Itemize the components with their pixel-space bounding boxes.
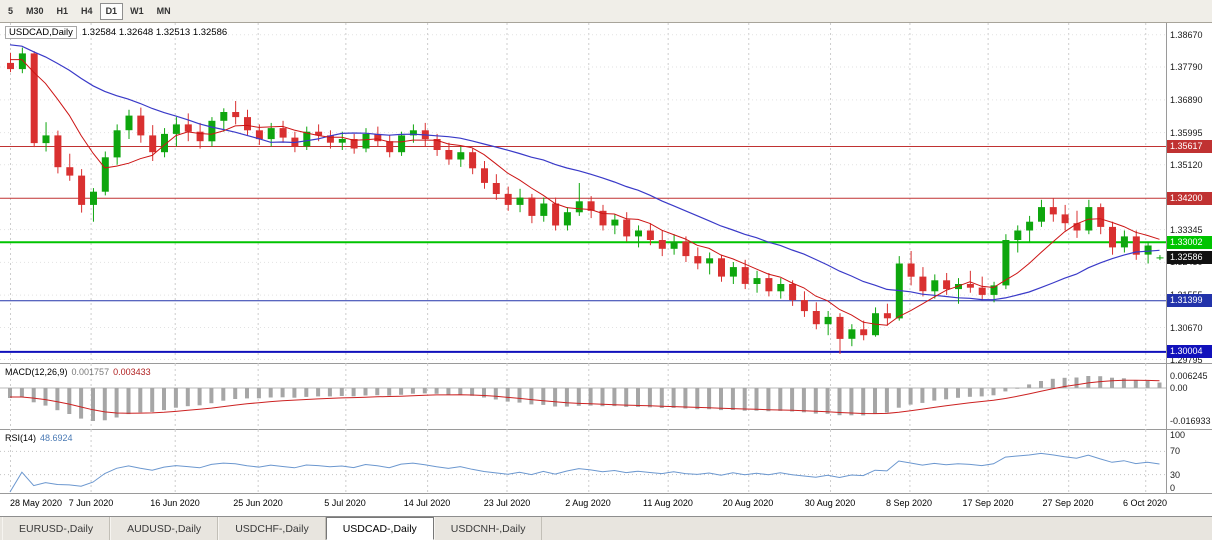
price-axis-label: 1.38670 — [1170, 30, 1203, 40]
timeframe-button-w1[interactable]: W1 — [130, 5, 144, 16]
price-level-badge: 1.35617 — [1167, 140, 1212, 153]
date-axis-label: 5 Jul 2020 — [324, 498, 366, 508]
date-axis-label: 7 Jun 2020 — [68, 498, 114, 508]
rsi-axis-label: 30 — [1170, 470, 1181, 480]
time-axis[interactable]: 28 May 2020 7 Jun 2020 16 Jun 2020 25 Jun 2… — [0, 494, 1212, 516]
price-axis-label: 1.30670 — [1170, 323, 1203, 333]
rsi-label: RSI(14) — [5, 433, 37, 443]
macd-label-row: MACD(12,26,9) 0.001757 0.003433 — [5, 367, 151, 377]
horizontal-level-lines[interactable] — [0, 146, 1166, 353]
date-axis-label: 11 Aug 2020 — [643, 498, 693, 508]
timeframe-button-5[interactable]: 5 — [8, 5, 14, 16]
price-axis-label: 1.35995 — [1170, 128, 1203, 138]
macd-signal-line — [10, 379, 1160, 415]
rsi-chart[interactable] — [0, 430, 1166, 494]
date-axis-label: 20 Aug 2020 — [722, 498, 774, 508]
macd-axis-label: 0.006245 — [1170, 371, 1208, 381]
macd-axis-label: 0.00 — [1170, 383, 1188, 393]
rsi-axis[interactable]: 100 70 30 0 — [1166, 430, 1212, 493]
rsi-axis-label: 0 — [1170, 483, 1176, 493]
price-level-badge: 1.31399 — [1167, 294, 1212, 307]
chart-ohlc-values: 1.32584 1.32648 1.32513 1.32586 — [81, 27, 228, 38]
date-axis-label: 25 Jun 2020 — [233, 498, 283, 508]
chart-tabs-bar: EURUSD-,Daily AUDUSD-,Daily USDCHF-,Daily U… — [0, 516, 1212, 540]
chart-tab-usdcad[interactable]: USDCAD-,Daily — [325, 517, 434, 540]
rsi-value: 48.6924 — [40, 433, 73, 443]
price-axis[interactable]: 1.38670 1.37790 1.36890 1.35995 1.35120 1.333… — [1166, 23, 1212, 365]
timeframe-button-h1[interactable]: H1 — [56, 5, 69, 16]
price-axis-label: 1.29795 — [1170, 355, 1203, 365]
timeframe-button-mn[interactable]: MN — [156, 5, 171, 16]
chart-header: USDCAD,Daily 1.32584 1.32648 1.32513 1.32… — [5, 26, 228, 39]
date-axis-label: 8 Sep 2020 — [885, 498, 933, 508]
rsi-axis-label: 100 — [1170, 430, 1186, 440]
candlestick-chart[interactable] — [0, 23, 1166, 364]
macd-signal-value: 0.003433 — [113, 367, 151, 377]
timeframe-button-h4[interactable]: H4 — [81, 5, 93, 16]
rsi-label-row: RSI(14) 48.6924 — [5, 433, 73, 443]
date-axis-label: 17 Sep 2020 — [962, 498, 1014, 508]
price-axis-label: 1.35120 — [1170, 160, 1203, 170]
chart-title: USDCAD,Daily — [5, 26, 77, 39]
macd-hist-value: 0.001757 — [71, 367, 110, 377]
chart-tab-eurusd[interactable]: EURUSD-,Daily — [2, 517, 111, 540]
price-axis-label: 1.33345 — [1170, 225, 1203, 235]
price-level-badge: 1.32586 — [1167, 251, 1212, 264]
date-axis-label: 30 Aug 2020 — [804, 498, 856, 508]
chart-tab-usdchf[interactable]: USDCHF-,Daily — [218, 517, 326, 540]
macd-chart[interactable] — [0, 364, 1166, 430]
macd-histogram — [8, 376, 1162, 421]
date-axis-label: 6 Oct 2020 — [1122, 498, 1168, 508]
price-chart-panel[interactable]: USDCAD,Daily 1.32584 1.32648 1.32513 1.32… — [0, 23, 1212, 365]
price-axis-label: 1.36890 — [1170, 95, 1203, 105]
timeframe-button-m30[interactable]: M30 — [26, 5, 44, 16]
rsi-indicator-panel[interactable]: RSI(14) 48.6924 100 70 30 0 — [0, 430, 1212, 494]
price-axis-label: 1.37790 — [1170, 62, 1203, 72]
chart-tab-usdcnh[interactable]: USDCNH-,Daily — [433, 517, 543, 540]
candles — [7, 47, 1164, 354]
macd-axis[interactable]: 0.006245 0.00 -0.016933 — [1166, 364, 1212, 429]
date-axis-label: 28 May 2020 — [9, 498, 63, 508]
price-level-badge: 1.34200 — [1167, 192, 1212, 205]
price-level-badge: 1.30004 — [1167, 345, 1212, 358]
price-level-badge: 1.33002 — [1167, 236, 1212, 249]
rsi-axis-label: 70 — [1170, 446, 1181, 456]
date-axis-label: 2 Aug 2020 — [565, 498, 611, 508]
timeframe-toolbar: 5 M30 H1 H4 D1 W1 MN — [0, 0, 1212, 23]
macd-label: MACD(12,26,9) — [5, 367, 68, 377]
date-axis-label: 16 Jun 2020 — [150, 498, 200, 508]
chart-tab-audusd[interactable]: AUDUSD-,Daily — [110, 517, 219, 540]
macd-axis-label: -0.016933 — [1170, 416, 1211, 426]
rsi-line — [9, 452, 1160, 493]
date-axis-label: 14 Jul 2020 — [403, 498, 451, 508]
date-axis-label: 27 Sep 2020 — [1042, 498, 1094, 508]
moving-average-lines — [9, 44, 1160, 326]
macd-indicator-panel[interactable]: MACD(12,26,9) 0.001757 0.003433 0.006245 0.… — [0, 364, 1212, 430]
timeframe-button-d1[interactable]: D1 — [99, 2, 124, 20]
date-axis-label: 23 Jul 2020 — [483, 498, 531, 508]
